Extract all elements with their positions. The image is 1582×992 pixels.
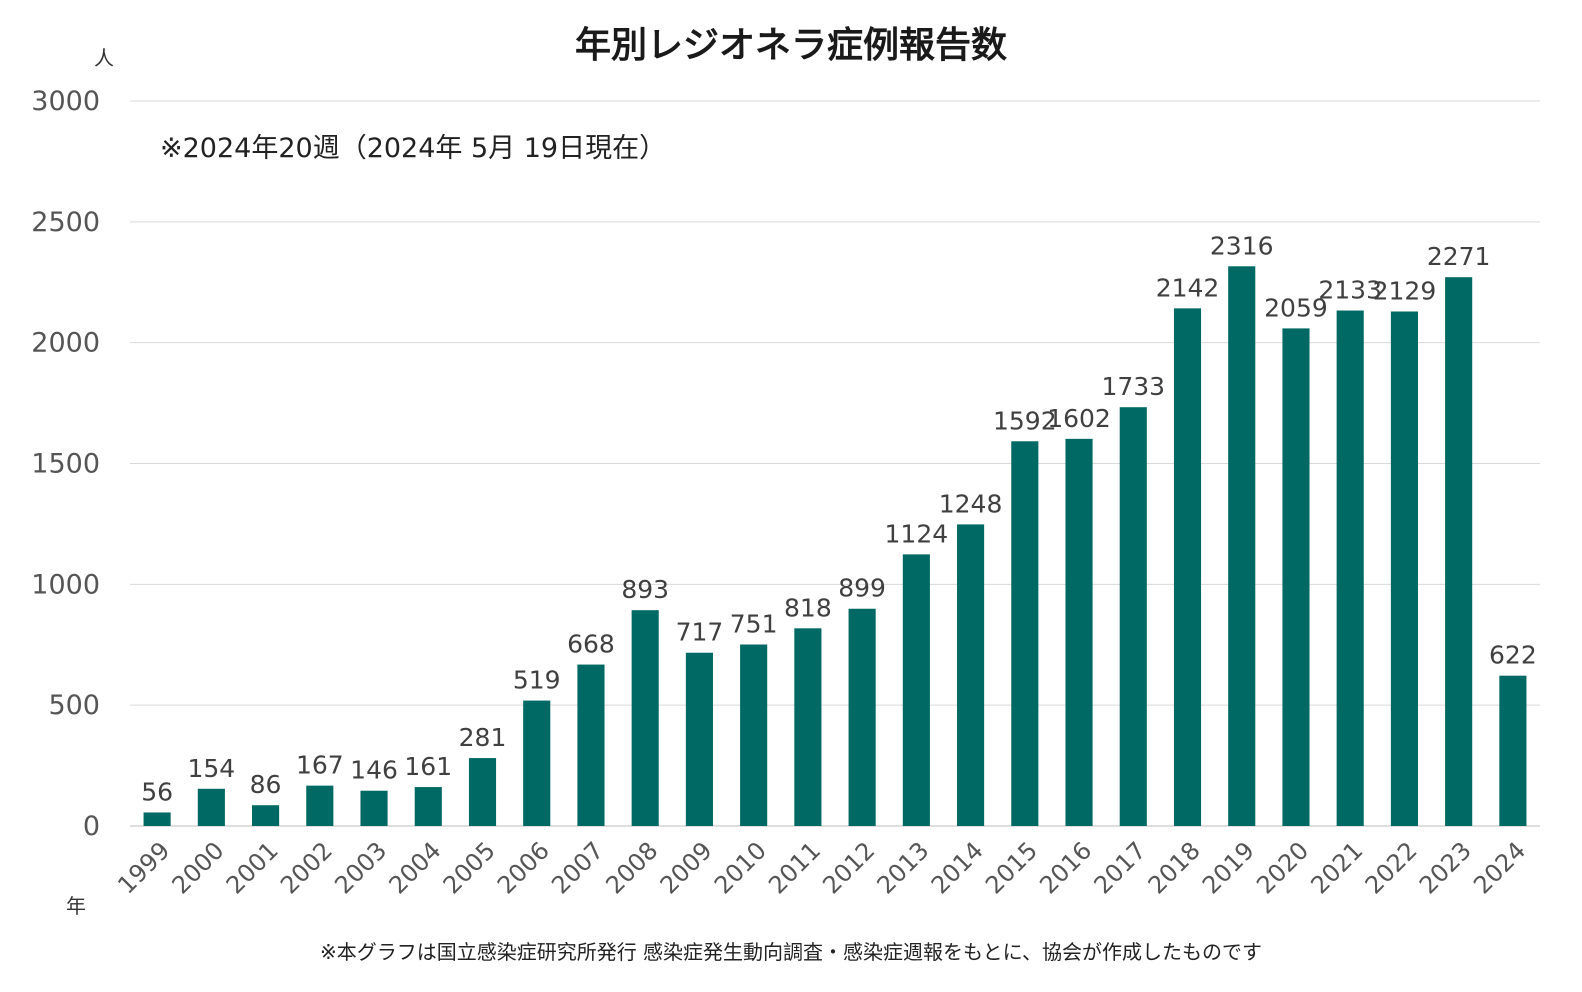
gridlines — [130, 100, 1540, 827]
y-axis-unit-label: 人 — [94, 46, 114, 70]
bar-2011 — [794, 628, 822, 826]
x-tick-label-2022: 2022 — [1360, 836, 1423, 899]
data-label-2014: 1248 — [939, 489, 1003, 518]
data-label-2015: 1592 — [993, 406, 1057, 435]
y-tick-label: 2000 — [31, 328, 100, 359]
x-axis-ticks: 1999200020012002200320042005200620072008… — [112, 836, 1531, 899]
x-tick-label-2001: 2001 — [221, 836, 284, 899]
x-tick-label-2011: 2011 — [763, 836, 826, 899]
x-tick-label-2000: 2000 — [167, 836, 230, 899]
bar-2008 — [631, 610, 659, 826]
bar-2003 — [360, 790, 388, 826]
data-label-2016: 1602 — [1047, 404, 1111, 433]
x-axis-unit-label: 年 — [66, 894, 86, 918]
bar-2007 — [577, 664, 605, 826]
data-label-2013: 1124 — [885, 519, 949, 548]
x-tick-label-2004: 2004 — [384, 836, 447, 899]
x-tick-label-2013: 2013 — [872, 836, 935, 899]
y-tick-label: 1500 — [31, 449, 100, 480]
data-label-2005: 281 — [459, 723, 507, 752]
x-tick-label-2008: 2008 — [600, 836, 663, 899]
data-label-2017: 1733 — [1101, 372, 1165, 401]
data-label-2023: 2271 — [1427, 242, 1491, 271]
y-tick-label: 3000 — [31, 86, 100, 117]
data-label-2006: 519 — [513, 666, 561, 695]
chart-annotation: ※2024年20週（2024年 5月 19日現在） — [160, 133, 667, 164]
bar-2012 — [848, 608, 876, 826]
chart-title: 年別レジオネラ症例報告数 — [574, 25, 1007, 66]
data-label-2022: 2129 — [1373, 276, 1437, 305]
data-label-2018: 2142 — [1156, 273, 1220, 302]
y-tick-label: 2500 — [31, 207, 100, 238]
bar-2014 — [957, 524, 985, 826]
chart-footnote: ※本グラフは国立感染症研究所発行 感染症発生動向調査・感染症週報をもとに、協会が… — [319, 940, 1263, 964]
bars — [143, 266, 1527, 827]
bar-2016 — [1065, 438, 1093, 826]
bar-1999 — [143, 812, 171, 826]
data-label-2009: 717 — [676, 618, 724, 647]
bar-2005 — [468, 758, 497, 826]
bar-2013 — [902, 554, 930, 826]
data-label-2019: 2316 — [1210, 231, 1274, 260]
data-label-2011: 818 — [784, 593, 832, 622]
x-tick-label-2003: 2003 — [329, 836, 392, 899]
bar-2006 — [523, 700, 551, 826]
bar-2024 — [1499, 675, 1527, 826]
bar-2017 — [1119, 407, 1147, 826]
x-tick-label-2019: 2019 — [1197, 836, 1260, 899]
x-tick-label-2014: 2014 — [926, 836, 989, 899]
x-tick-label-2005: 2005 — [438, 836, 501, 899]
bar-2015 — [1011, 441, 1039, 826]
x-tick-label-2017: 2017 — [1089, 836, 1152, 899]
x-tick-label-2021: 2021 — [1305, 836, 1368, 899]
bar-2002 — [306, 785, 334, 826]
data-label-2012: 899 — [838, 574, 886, 603]
data-label-2021: 2133 — [1318, 276, 1382, 305]
data-label-1999: 56 — [141, 777, 173, 806]
data-label-2007: 668 — [567, 630, 615, 659]
x-tick-label-2015: 2015 — [980, 836, 1043, 899]
x-tick-label-2010: 2010 — [709, 836, 772, 899]
y-tick-label: 500 — [48, 690, 100, 721]
y-tick-label: 0 — [83, 811, 100, 842]
y-axis-ticks: 0 500 1000 1500 2000 2500 3000 — [31, 86, 100, 842]
bar-2009 — [685, 652, 713, 826]
bar-2023 — [1445, 277, 1473, 826]
x-tick-label-2012: 2012 — [817, 836, 880, 899]
x-tick-label-2020: 2020 — [1251, 836, 1314, 899]
bar-2020 — [1282, 328, 1310, 826]
data-label-2020: 2059 — [1264, 293, 1328, 322]
data-label-2001: 86 — [250, 770, 282, 799]
data-label-2000: 154 — [187, 754, 235, 783]
x-tick-label-2002: 2002 — [275, 836, 338, 899]
data-label-2008: 893 — [621, 575, 669, 604]
y-tick-label: 1000 — [31, 569, 100, 600]
bar-2010 — [740, 644, 768, 826]
x-tick-label-2024: 2024 — [1468, 836, 1531, 899]
bar-2019 — [1228, 266, 1256, 826]
data-label-2010: 751 — [730, 610, 778, 639]
x-tick-label-2016: 2016 — [1034, 836, 1097, 899]
bar-2018 — [1173, 308, 1202, 827]
bar-2000 — [197, 788, 225, 826]
data-label-2024: 622 — [1489, 641, 1537, 670]
data-label-2004: 161 — [404, 752, 452, 781]
x-tick-label-2009: 2009 — [655, 836, 718, 899]
bar-2022 — [1390, 311, 1418, 826]
x-tick-label-2023: 2023 — [1414, 836, 1477, 899]
x-tick-label-1999: 1999 — [112, 836, 175, 899]
bar-2004 — [414, 787, 442, 826]
x-tick-label-2018: 2018 — [1143, 836, 1206, 899]
x-tick-label-2007: 2007 — [546, 836, 609, 899]
bar-2021 — [1336, 310, 1364, 826]
data-label-2003: 146 — [350, 756, 398, 785]
x-tick-label-2006: 2006 — [492, 836, 555, 899]
bar-2001 — [252, 805, 280, 826]
data-label-2002: 167 — [296, 751, 344, 780]
